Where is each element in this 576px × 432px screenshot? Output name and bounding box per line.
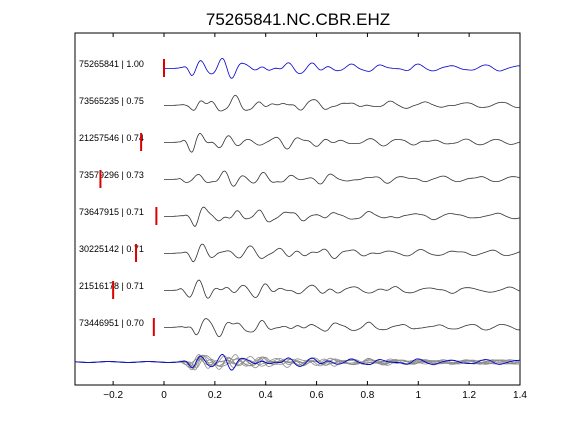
waveform-line bbox=[163, 243, 521, 263]
waveform-line bbox=[163, 206, 521, 227]
trace-row: 21516178 | 0.71 bbox=[79, 279, 521, 299]
trace-label: 75265841 | 1.00 bbox=[79, 59, 144, 69]
overlay-reference-waveform bbox=[74, 353, 520, 371]
trace-row: 73446951 | 0.70 bbox=[79, 318, 521, 338]
trace-label: 30225142 | 0.71 bbox=[79, 244, 144, 254]
waveform-line bbox=[164, 318, 521, 338]
x-tick-label: −0.2 bbox=[103, 390, 123, 401]
trace-row: 21257546 | 0.74 bbox=[79, 133, 521, 153]
trace-row: 75265841 | 1.00 bbox=[79, 57, 521, 79]
waveform-line bbox=[164, 94, 521, 112]
x-tick-label: 0.8 bbox=[360, 390, 374, 401]
x-axis: −0.2 0 0.2 0.4 0.6 0.8 1 1.2 1.4 bbox=[103, 33, 527, 401]
stacked-overlay bbox=[74, 353, 521, 371]
trace-label: 73446951 | 0.70 bbox=[79, 318, 144, 328]
reference-waveform bbox=[163, 57, 521, 79]
chart-title: 75265841.NC.CBR.EHZ bbox=[206, 10, 390, 29]
trace-row: 73647915 | 0.71 bbox=[79, 206, 521, 227]
x-tick-label: 1 bbox=[416, 390, 422, 401]
trace-stack: 75265841 | 1.00 73565235 | 0.75 21257546 |… bbox=[79, 57, 521, 338]
trace-row: 73579296 | 0.73 bbox=[79, 170, 521, 188]
trace-label: 21257546 | 0.74 bbox=[79, 133, 144, 143]
trace-label: 73647915 | 0.71 bbox=[79, 207, 144, 217]
trace-label: 73565235 | 0.75 bbox=[79, 96, 144, 106]
x-tick-label: 1.2 bbox=[462, 390, 476, 401]
trace-label: 73579296 | 0.73 bbox=[79, 170, 144, 180]
x-tick-label: 0.4 bbox=[259, 390, 273, 401]
overlay-waveform bbox=[74, 355, 521, 371]
trace-label: 21516178 | 0.71 bbox=[79, 281, 144, 291]
x-tick-label: 0 bbox=[161, 390, 167, 401]
waveform-line bbox=[164, 133, 521, 153]
trace-row: 73565235 | 0.75 bbox=[79, 94, 521, 112]
x-tick-label: 1.4 bbox=[513, 390, 527, 401]
trace-row: 30225142 | 0.71 bbox=[79, 243, 521, 263]
x-tick-label: 0.2 bbox=[208, 390, 222, 401]
plot-frame bbox=[74, 32, 521, 386]
waveform-line bbox=[163, 279, 521, 299]
waveform-line bbox=[163, 170, 521, 187]
x-tick-label: 0.6 bbox=[310, 390, 324, 401]
